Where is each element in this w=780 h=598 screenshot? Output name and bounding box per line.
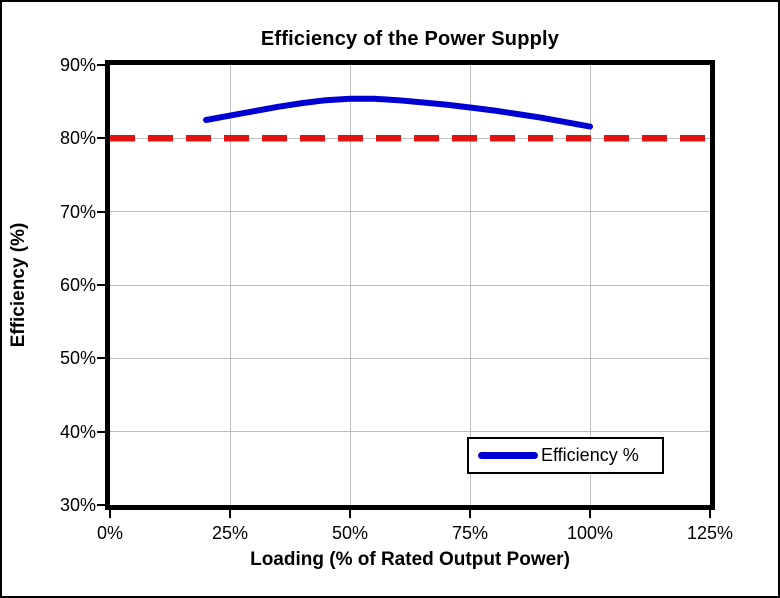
x-tick-label: 100% [566, 523, 614, 543]
gridline-horizontal [110, 137, 710, 139]
y-axis-tick [97, 430, 105, 433]
y-tick-label: 90% [59, 55, 96, 75]
y-tick-label: 40% [59, 421, 96, 442]
x-tick-label: 75% [451, 523, 489, 543]
gridline-vertical [589, 65, 591, 505]
gridline-horizontal [110, 211, 710, 213]
gridline-horizontal [110, 284, 710, 286]
x-tick-label: 0% [96, 523, 123, 543]
x-axis-tick [109, 510, 111, 518]
gridline-vertical [349, 65, 351, 505]
legend: Efficiency % [467, 437, 664, 474]
x-tick-label: 25% [211, 523, 249, 543]
x-axis-tick [229, 510, 231, 518]
y-axis-tick [97, 64, 105, 66]
y-axis-tick [97, 357, 105, 360]
legend-line-sample-efficiency [478, 452, 538, 459]
y-axis-tick [97, 504, 105, 506]
y-tick-label: 30% [59, 495, 96, 515]
gridline-vertical [469, 65, 471, 505]
chart-title: Efficiency of the Power Supply [260, 28, 560, 50]
y-tick-label: 60% [59, 275, 96, 295]
legend-label-efficiency: Efficiency % [541, 445, 639, 465]
plot-area-frame [105, 60, 715, 510]
x-axis-tick [709, 510, 711, 518]
x-tick-label: 50% [331, 523, 369, 543]
x-axis-tick [349, 510, 351, 518]
y-axis-tick [97, 284, 105, 286]
gridline-vertical [229, 65, 231, 505]
y-axis-tick [97, 210, 105, 213]
x-axis-tick [589, 510, 591, 518]
gridline-horizontal [110, 357, 710, 359]
y-axis-title: Efficiency (%) [8, 222, 29, 348]
x-axis-title: Loading (% of Rated Output Power) [250, 549, 570, 570]
y-tick-label: 70% [59, 201, 96, 222]
gridline-horizontal [110, 431, 710, 433]
y-tick-label: 80% [59, 128, 96, 149]
x-axis-tick [469, 510, 471, 518]
y-tick-label: 50% [59, 348, 96, 369]
x-tick-label: 125% [686, 523, 734, 543]
y-axis-tick [97, 137, 105, 140]
